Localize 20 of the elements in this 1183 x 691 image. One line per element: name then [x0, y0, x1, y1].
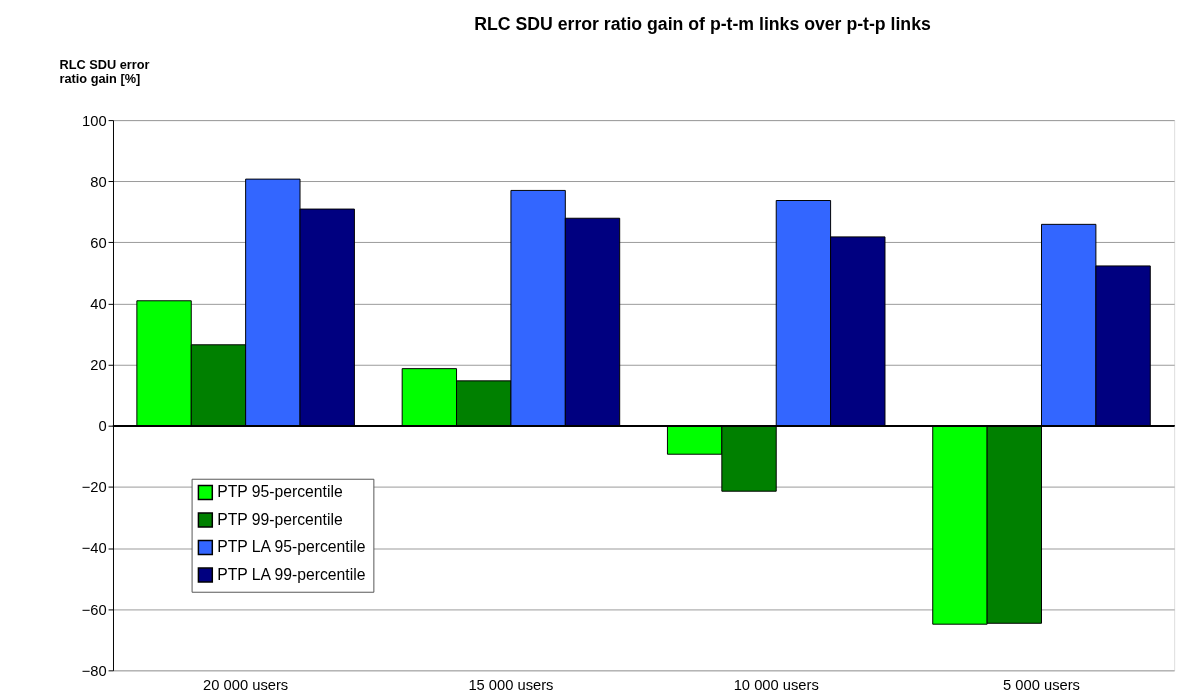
y-tick-label: 80 [90, 173, 107, 190]
x-tick-label: 5 000 users [1003, 677, 1080, 691]
y-tick-label: 0 [98, 418, 107, 435]
y-tick-label: −40 [81, 540, 107, 557]
y-tick-label: −60 [81, 601, 107, 618]
x-tick-label: 10 000 users [733, 677, 819, 691]
legend-label: PTP LA 95-percentile [217, 538, 366, 556]
legend-label: PTP LA 99-percentile [217, 565, 366, 583]
y-tick-label: −80 [81, 662, 107, 679]
legend-label: PTP 95-percentile [217, 483, 343, 501]
legend-label: PTP 99-percentile [217, 510, 343, 528]
x-tick-label: 20 000 users [203, 677, 289, 691]
y-tick-label: −20 [81, 479, 107, 496]
chart-title: RLC SDU error ratio gain of p-t-m links over p-t-p links [474, 13, 931, 34]
y-tick-label: 20 [90, 357, 107, 374]
y-axis-title: RLC SDU error ratio gain [%] [59, 56, 150, 87]
y-tick-label: 60 [90, 234, 107, 251]
x-tick-label: 15 000 users [468, 677, 554, 691]
y-tick-label: 40 [90, 295, 107, 312]
y-tick-label: 100 [82, 112, 107, 129]
